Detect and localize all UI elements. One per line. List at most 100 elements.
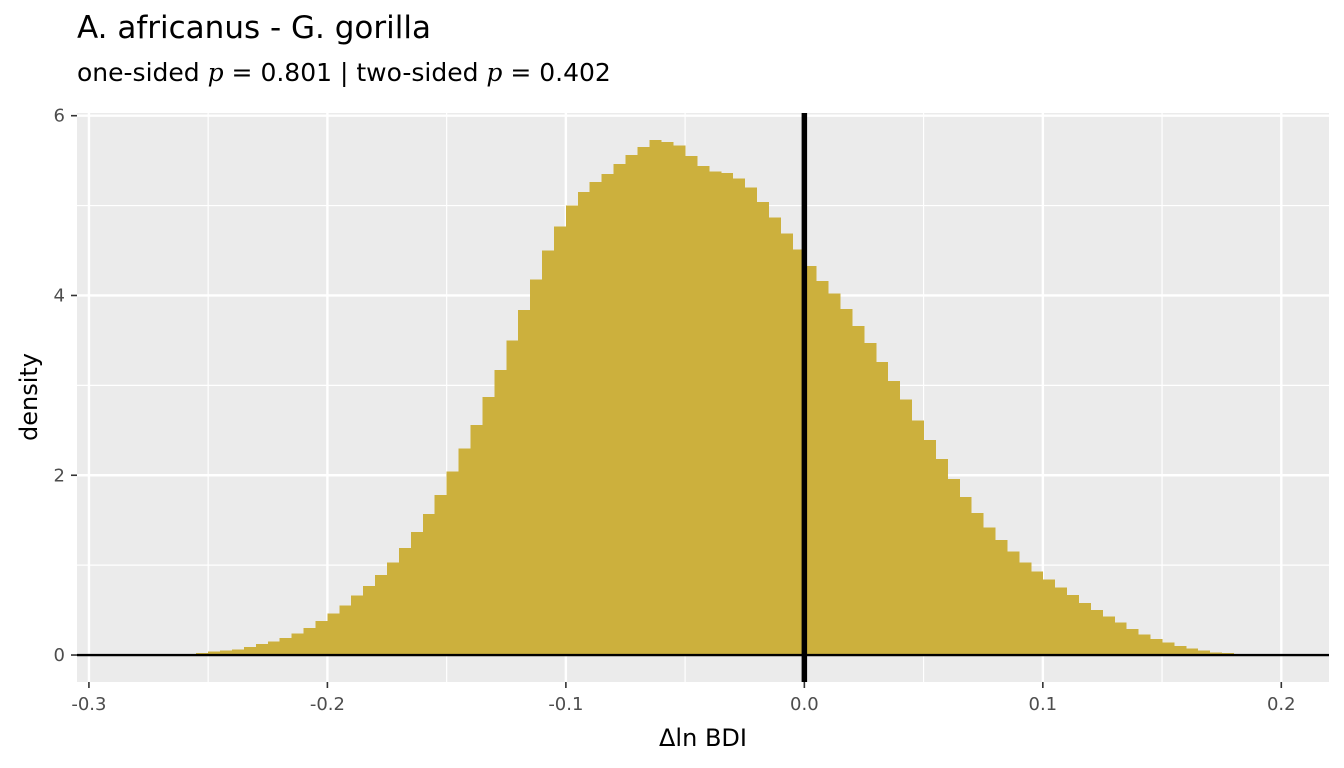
histogram-bar xyxy=(828,293,841,656)
histogram-bar xyxy=(339,605,352,656)
y-tick-label: 0 xyxy=(54,645,65,666)
histogram-bar xyxy=(1138,634,1151,656)
histogram-bar xyxy=(983,527,996,656)
histogram-bar xyxy=(1090,610,1103,656)
histogram-bar xyxy=(315,620,328,656)
histogram-bar xyxy=(661,141,674,656)
x-tick-label: -0.2 xyxy=(310,694,345,715)
histogram-bar xyxy=(732,178,746,656)
histogram-bar xyxy=(804,265,817,656)
histogram-bar xyxy=(995,539,1008,656)
y-axis: 0 2 4 6 xyxy=(54,106,77,666)
histogram-bar xyxy=(291,633,304,656)
histogram-bar xyxy=(530,279,543,656)
histogram-bar xyxy=(482,397,495,656)
histogram-bar xyxy=(935,459,948,656)
histogram-bar xyxy=(1185,648,1199,656)
histogram-bar xyxy=(959,496,972,656)
x-tick-label: 0.1 xyxy=(1029,694,1058,715)
histogram-bar xyxy=(1018,562,1032,656)
histogram-bar xyxy=(816,281,829,656)
histogram-bar xyxy=(1209,652,1223,656)
histogram-bar xyxy=(589,182,603,656)
subtitle-one-sided-prefix: one-sided xyxy=(77,58,208,87)
histogram-bar xyxy=(1197,650,1211,656)
histogram-bar xyxy=(458,448,471,656)
histogram-bar xyxy=(840,308,853,656)
histogram-bar xyxy=(625,155,638,656)
histogram-bar xyxy=(1054,587,1068,656)
histogram-bar xyxy=(1114,622,1127,656)
histogram-bar xyxy=(506,340,519,656)
subtitle-one-sided-value: = 0.801 | two-sided xyxy=(223,58,487,87)
histogram-bar xyxy=(673,145,686,656)
histogram-bar xyxy=(923,440,936,656)
histogram-bars xyxy=(196,139,1246,656)
chart-subtitle: one-sided p = 0.801 | two-sided p = 0.40… xyxy=(77,58,611,87)
histogram-bar xyxy=(637,147,650,656)
histogram-bar xyxy=(375,575,388,656)
histogram-bar xyxy=(410,531,424,656)
histogram-bar xyxy=(553,226,567,656)
histogram-bar xyxy=(542,250,555,656)
histogram-bar xyxy=(434,495,448,656)
histogram-bar xyxy=(1150,638,1163,656)
histogram-bar xyxy=(1126,628,1139,656)
histogram-bar xyxy=(243,646,257,656)
histogram-bar xyxy=(232,649,245,656)
histogram-bar xyxy=(911,420,924,656)
histogram-bar xyxy=(255,644,269,656)
histogram-bar xyxy=(863,343,877,656)
histogram-bar xyxy=(613,164,626,656)
histogram-bar xyxy=(947,478,960,656)
y-axis-title: density xyxy=(15,353,43,441)
histogram-bar xyxy=(303,628,316,656)
x-axis: -0.3 -0.2 -0.1 0.0 0.1 0.2 xyxy=(71,682,1296,715)
x-axis-title: Δln BDI xyxy=(659,724,747,752)
histogram-bar xyxy=(708,171,722,656)
histogram-bar xyxy=(649,139,662,656)
histogram-bar xyxy=(720,173,734,656)
subtitle-two-sided-value: = 0.402 xyxy=(502,58,611,87)
x-tick-label: 0.0 xyxy=(790,694,819,715)
histogram-bar xyxy=(387,562,400,656)
histogram-bar xyxy=(1078,602,1091,656)
histogram-bar xyxy=(1042,579,1056,656)
histogram-bar xyxy=(899,399,913,656)
chart-title: A. africanus - G. gorilla xyxy=(77,10,431,46)
histogram-bar xyxy=(887,380,901,656)
y-tick-label: 6 xyxy=(54,106,65,127)
histogram-bar xyxy=(422,513,436,656)
subtitle-p-symbol-2: p xyxy=(486,58,503,87)
x-tick-label: 0.2 xyxy=(1267,694,1296,715)
histogram-bar xyxy=(1030,571,1044,656)
histogram-bar xyxy=(971,513,984,656)
histogram-bar xyxy=(446,471,459,656)
histogram-bar xyxy=(744,187,758,656)
histogram-bar xyxy=(1007,551,1020,656)
histogram-bar xyxy=(875,361,889,656)
histogram-bar xyxy=(768,217,781,656)
histogram-bar xyxy=(494,370,507,656)
y-tick-label: 4 xyxy=(54,285,65,306)
histogram-bar xyxy=(351,595,364,656)
reference-lines xyxy=(77,113,1329,682)
x-tick-label: -0.1 xyxy=(548,694,583,715)
histogram-bar xyxy=(470,424,483,656)
histogram-bar xyxy=(780,233,793,656)
histogram-bar xyxy=(208,651,221,656)
histogram-bar xyxy=(1066,594,1079,656)
histogram-bar xyxy=(756,201,769,656)
histogram-bar xyxy=(279,637,293,656)
histogram-bar xyxy=(327,613,340,656)
histogram-bar xyxy=(267,641,281,656)
histogram-bar xyxy=(852,326,865,656)
y-tick-label: 2 xyxy=(54,465,65,486)
histogram-bar xyxy=(685,156,698,656)
histogram-bar xyxy=(363,585,376,656)
x-tick-label: -0.3 xyxy=(71,694,106,715)
histogram-bar xyxy=(577,192,591,656)
histogram-bar xyxy=(220,650,233,656)
histogram-bar xyxy=(1102,616,1115,656)
